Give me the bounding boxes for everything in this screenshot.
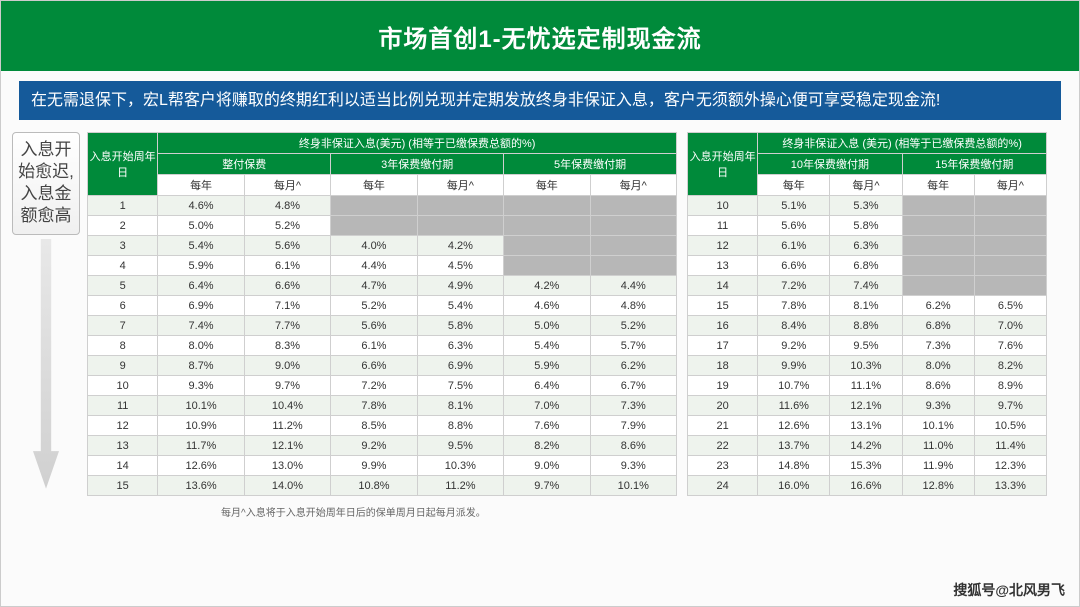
arrow-down-icon <box>33 239 59 489</box>
side-line: 额愈高 <box>17 205 75 227</box>
slide: 市场首创1-无忧选定制现金流 在无需退保下，宏L帮客户将赚取的终期红利以适当比例… <box>0 0 1080 607</box>
table-row: 136.6%6.8% <box>688 256 1047 276</box>
side-column: 入息开 始愈迟, 入息金 额愈高 <box>11 132 81 488</box>
table-row: 2011.6%12.1%9.3%9.7% <box>688 396 1047 416</box>
table-row: 1513.6%14.0%10.8%11.2%9.7%10.1% <box>88 476 677 496</box>
table-row: 115.6%5.8% <box>688 216 1047 236</box>
table-row: 1210.9%11.2%8.5%8.8%7.6%7.9% <box>88 416 677 436</box>
table-row: 1311.7%12.1%9.2%9.5%8.2%8.6% <box>88 436 677 456</box>
title-text: 市场首创1-无忧选定制现金流 <box>378 19 701 54</box>
table-row: 77.4%7.7%5.6%5.8%5.0%5.2% <box>88 316 677 336</box>
side-line: 始愈迟, <box>17 161 75 183</box>
table-row: 109.3%9.7%7.2%7.5%6.4%6.7% <box>88 376 677 396</box>
table-row: 1910.7%11.1%8.6%8.9% <box>688 376 1047 396</box>
table-row: 2213.7%14.2%11.0%11.4% <box>688 436 1047 456</box>
table-row: 45.9%6.1%4.4%4.5% <box>88 256 677 276</box>
table-row: 189.9%10.3%8.0%8.2% <box>688 356 1047 376</box>
table-row: 147.2%7.4% <box>688 276 1047 296</box>
table-row: 2416.0%16.6%12.8%13.3% <box>688 476 1047 496</box>
table-row: 179.2%9.5%7.3%7.6% <box>688 336 1047 356</box>
table-row: 98.7%9.0%6.6%6.9%5.9%6.2% <box>88 356 677 376</box>
table-row: 126.1%6.3% <box>688 236 1047 256</box>
table-row: 14.6%4.8% <box>88 196 677 216</box>
side-line: 入息开 <box>17 139 75 161</box>
table-row: 66.9%7.1%5.2%5.4%4.6%4.8% <box>88 296 677 316</box>
table-left: 入息开始周年日终身非保证入息(美元) (相等于已缴保费总额的%)整付保费3年保费… <box>87 132 677 496</box>
footnote: 每月^入息将于入息开始周年日后的保单周月日起每月派发。 <box>1 504 1079 519</box>
title-bar: 市场首创1-无忧选定制现金流 <box>1 1 1079 71</box>
watermark: 搜狐号@北风男飞 <box>953 580 1065 600</box>
watermark-text: 搜狐号@北风男飞 <box>953 582 1065 598</box>
content-row: 入息开 始愈迟, 入息金 额愈高 入息开始周年日终身非保证入息(美元) (相等于… <box>1 120 1079 500</box>
table-row: 2112.6%13.1%10.1%10.5% <box>688 416 1047 436</box>
side-caption-box: 入息开 始愈迟, 入息金 额愈高 <box>12 132 80 234</box>
table-row: 88.0%8.3%6.1%6.3%5.4%5.7% <box>88 336 677 356</box>
table-row: 168.4%8.8%6.8%7.0% <box>688 316 1047 336</box>
footnote-text: 每月^入息将于入息开始周年日后的保单周月日起每月派发。 <box>221 508 486 519</box>
table-right: 入息开始周年日终身非保证入息 (美元) (相等于已缴保费总额的%)10年保费缴付… <box>687 132 1047 496</box>
table-row: 1412.6%13.0%9.9%10.3%9.0%9.3% <box>88 456 677 476</box>
table-row: 105.1%5.3% <box>688 196 1047 216</box>
description-text: 在无需退保下，宏L帮客户将赚取的终期红利以适当比例兑现并定期发放终身非保证入息，… <box>31 92 940 109</box>
tables-wrap: 入息开始周年日终身非保证入息(美元) (相等于已缴保费总额的%)整付保费3年保费… <box>87 132 1061 496</box>
table-row: 35.4%5.6%4.0%4.2% <box>88 236 677 256</box>
table-row: 2314.8%15.3%11.9%12.3% <box>688 456 1047 476</box>
description-bar: 在无需退保下，宏L帮客户将赚取的终期红利以适当比例兑现并定期发放终身非保证入息，… <box>19 81 1061 120</box>
table-row: 56.4%6.6%4.7%4.9%4.2%4.4% <box>88 276 677 296</box>
table-row: 157.8%8.1%6.2%6.5% <box>688 296 1047 316</box>
side-line: 入息金 <box>17 183 75 205</box>
table-row: 25.0%5.2% <box>88 216 677 236</box>
table-row: 1110.1%10.4%7.8%8.1%7.0%7.3% <box>88 396 677 416</box>
